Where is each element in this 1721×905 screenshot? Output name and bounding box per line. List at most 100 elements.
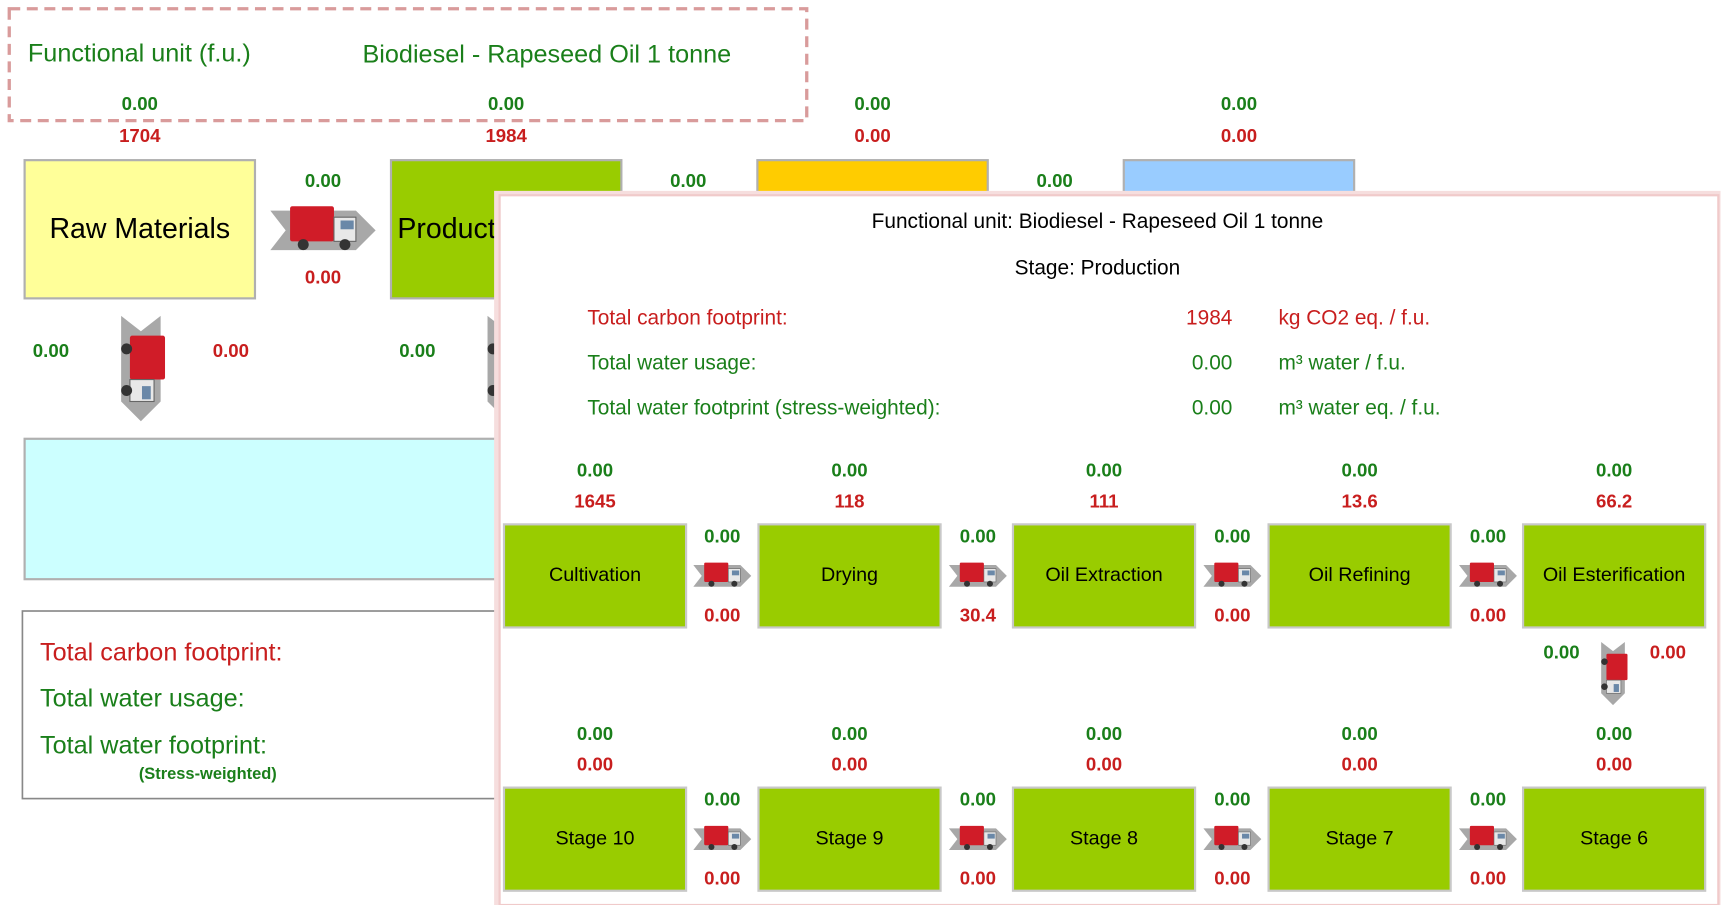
wheel <box>297 239 309 251</box>
carbon-value: 0.00 <box>854 125 890 146</box>
carbon-value: 1984 <box>485 125 527 146</box>
carbon-value: 66.2 <box>1596 490 1632 511</box>
wheel <box>1497 844 1504 851</box>
substage-box[interactable] <box>1267 786 1452 892</box>
transport-water: 0.00 <box>1470 525 1506 546</box>
substage-label: Oil Esterification <box>1543 564 1686 586</box>
metric-value: 1984 <box>1186 307 1232 330</box>
wheel <box>339 239 351 251</box>
transport-water: 0.00 <box>399 340 435 361</box>
wheel <box>1497 580 1504 587</box>
truck-window <box>1613 684 1619 692</box>
substage-box[interactable] <box>502 786 688 892</box>
wheel <box>1241 580 1248 587</box>
truck-window <box>987 570 995 576</box>
transport-icon <box>270 206 376 251</box>
carbon-value: 0.00 <box>1341 754 1377 775</box>
water-value: 0.00 <box>122 93 158 114</box>
transport-icon <box>1459 825 1517 851</box>
metric-label: Total carbon footprint: <box>587 307 787 330</box>
substage-label: Drying <box>821 564 878 586</box>
substage-label: Stage 6 <box>1580 827 1648 849</box>
water-value: 0.00 <box>1086 460 1122 481</box>
wheel <box>1601 683 1608 690</box>
substage-box[interactable] <box>1011 786 1197 892</box>
detail-stage: Stage: Production <box>1015 256 1181 279</box>
substage-box[interactable] <box>757 786 942 892</box>
substage-box[interactable] <box>1011 523 1197 629</box>
carbon-value: 1645 <box>574 490 615 511</box>
wheel <box>1241 844 1248 851</box>
transport-water: 0.00 <box>33 340 69 361</box>
wheel <box>1218 580 1225 587</box>
wheel <box>708 844 715 851</box>
substage-box[interactable] <box>1267 523 1452 629</box>
metric-unit: m³ water / f.u. <box>1278 352 1405 375</box>
detail-title: Functional unit: Biodiesel - Rapeseed Oi… <box>872 210 1324 233</box>
substage-box[interactable] <box>1521 523 1707 629</box>
substage-box[interactable] <box>1521 786 1707 892</box>
metric-unit: kg CO2 eq. / f.u. <box>1278 307 1430 330</box>
water-value: 0.00 <box>831 460 867 481</box>
transport-icon <box>693 825 752 851</box>
label: Functional unit (f.u.) <box>28 40 251 68</box>
carbon-value: 0.00 <box>1086 754 1122 775</box>
truck-box <box>1606 653 1628 681</box>
transport-carbon: 0.00 <box>1214 604 1250 625</box>
carbon-value: 0.00 <box>1221 125 1257 146</box>
stage-box <box>23 159 257 300</box>
transport-water: 0.00 <box>305 170 341 191</box>
transport-water: 0.00 <box>1470 789 1506 810</box>
water-value: 0.00 <box>1341 723 1377 744</box>
substage-label: Stage 8 <box>1070 827 1138 849</box>
wheel <box>708 580 715 587</box>
substage-box[interactable] <box>757 523 942 629</box>
metric-value: 0.00 <box>1192 352 1233 375</box>
wheel <box>1601 658 1608 665</box>
transport-water: 0.00 <box>1214 789 1250 810</box>
carbon-value: 118 <box>835 490 865 511</box>
transport-carbon: 0.00 <box>1214 868 1250 889</box>
water-value: 0.00 <box>1221 93 1257 114</box>
truck-box <box>704 825 729 846</box>
water-value: 0.00 <box>1596 723 1632 744</box>
truck-box <box>1214 825 1239 846</box>
wheel <box>963 580 971 587</box>
water-value: 0.00 <box>1086 723 1122 744</box>
truck-box <box>1469 825 1494 846</box>
carbon-value: 0.00 <box>1596 754 1632 775</box>
truck-box <box>704 562 729 582</box>
substage-label: Stage 7 <box>1326 827 1394 849</box>
wheel <box>731 580 738 587</box>
wheel <box>121 343 133 355</box>
wheel <box>1218 844 1225 851</box>
carbon-value: 111 <box>1090 490 1119 511</box>
wheel <box>1474 580 1481 587</box>
transport-water: 0.00 <box>1543 642 1579 663</box>
water-value: 0.00 <box>577 723 613 744</box>
carbon-value: 13.6 <box>1341 490 1377 511</box>
wheel <box>963 844 971 851</box>
transport-carbon: 0.00 <box>704 604 740 625</box>
truck-box <box>129 335 166 380</box>
water-value: 0.00 <box>577 460 613 481</box>
truck-window <box>987 833 995 839</box>
metric-label: Total water usage: <box>587 352 756 375</box>
transport-carbon: 0.00 <box>1470 604 1506 625</box>
transport-water: 0.00 <box>960 789 996 810</box>
substage-box[interactable] <box>502 523 688 629</box>
transport-carbon: 0.00 <box>1470 868 1506 889</box>
label: Total water usage: <box>40 685 245 713</box>
truck-window <box>1242 570 1250 576</box>
carbon-value: 0.00 <box>577 754 613 775</box>
wheel <box>986 844 993 851</box>
substage-label: Stage 10 <box>556 827 635 849</box>
transport-carbon: 0.00 <box>305 267 341 288</box>
truck-window <box>141 386 151 400</box>
substage-label: Oil Refining <box>1309 564 1411 586</box>
transport-icon <box>948 825 1007 851</box>
label: Total water footprint: <box>40 732 267 760</box>
truck-window <box>1242 833 1250 839</box>
wheel <box>121 385 133 397</box>
